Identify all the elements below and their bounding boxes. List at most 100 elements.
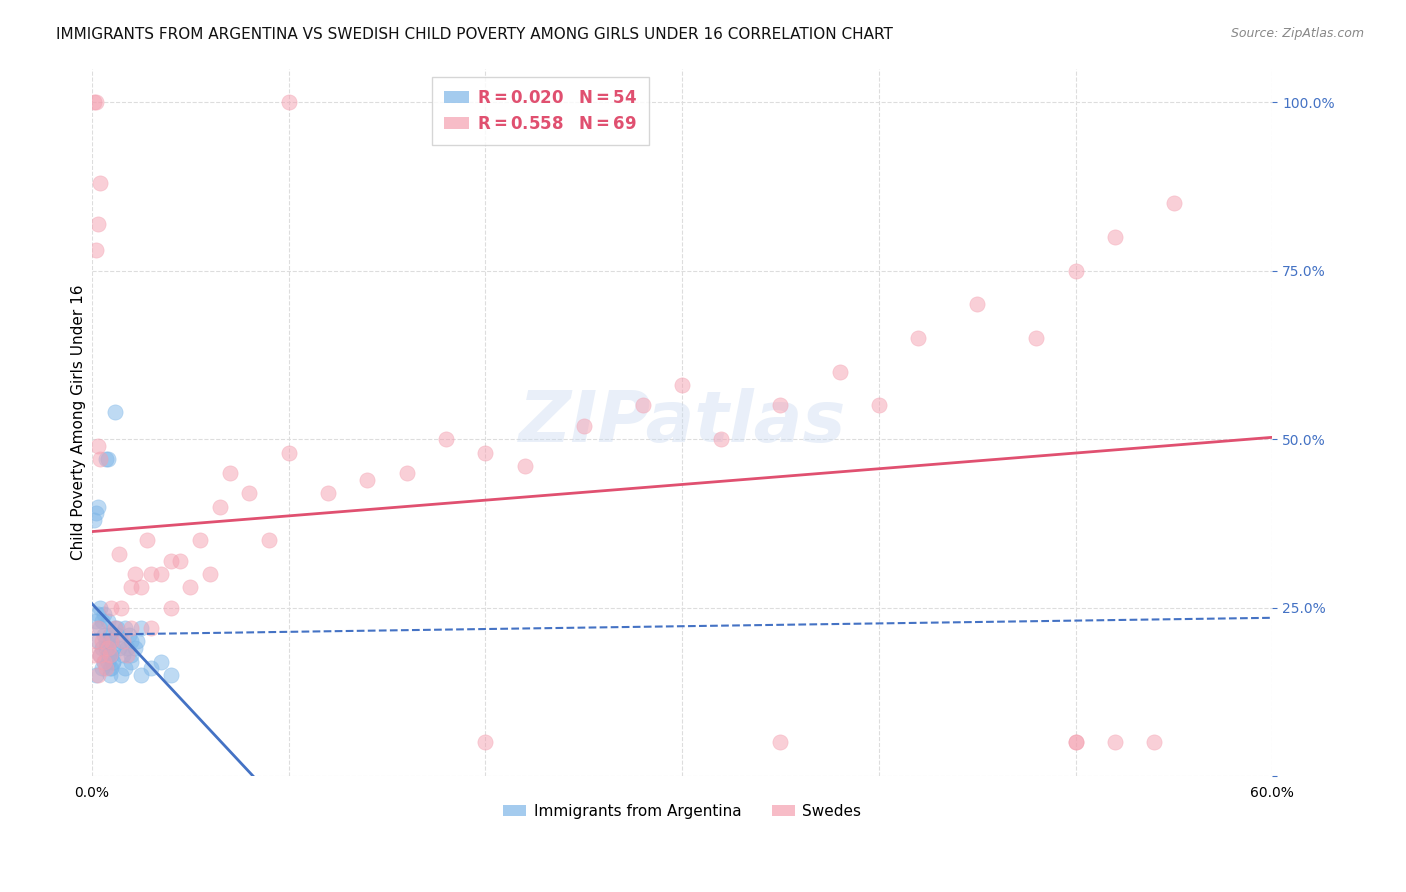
- Point: [86, 607, 108, 622]
- Y-axis label: Child Poverty Among Girls Under 16: Child Poverty Among Girls Under 16: [72, 285, 86, 560]
- Point: [907, 331, 929, 345]
- Point: [135, 533, 157, 548]
- Point: [114, 661, 136, 675]
- Point: [120, 634, 142, 648]
- Point: [93, 655, 115, 669]
- Point: [100, 661, 122, 675]
- Point: [96, 641, 118, 656]
- Point: [671, 378, 693, 392]
- Point: [710, 432, 733, 446]
- Point: [84, 634, 107, 648]
- Point: [104, 621, 127, 635]
- Point: [129, 581, 152, 595]
- Point: [218, 466, 240, 480]
- Legend: Immigrants from Argentina, Swedes: Immigrants from Argentina, Swedes: [496, 798, 868, 825]
- Point: [89, 452, 111, 467]
- Point: [120, 655, 142, 669]
- Point: [1064, 735, 1087, 749]
- Point: [103, 655, 125, 669]
- Point: [1025, 331, 1047, 345]
- Point: [100, 600, 122, 615]
- Point: [103, 641, 125, 656]
- Point: [90, 641, 112, 656]
- Point: [159, 668, 181, 682]
- Point: [89, 600, 111, 615]
- Point: [125, 634, 148, 648]
- Point: [316, 486, 339, 500]
- Point: [86, 500, 108, 514]
- Point: [238, 486, 260, 500]
- Point: [98, 627, 121, 641]
- Point: [83, 648, 105, 662]
- Point: [110, 600, 132, 615]
- Point: [129, 621, 152, 635]
- Point: [89, 648, 111, 662]
- Point: [84, 506, 107, 520]
- Point: [90, 634, 112, 648]
- Point: [112, 634, 135, 648]
- Point: [277, 445, 299, 459]
- Point: [98, 648, 121, 662]
- Point: [513, 459, 536, 474]
- Point: [84, 668, 107, 682]
- Point: [124, 641, 146, 656]
- Point: [108, 641, 131, 656]
- Point: [100, 648, 122, 662]
- Point: [277, 95, 299, 110]
- Point: [769, 735, 792, 749]
- Point: [257, 533, 280, 548]
- Point: [356, 473, 378, 487]
- Point: [139, 566, 162, 581]
- Point: [139, 621, 162, 635]
- Point: [93, 607, 115, 622]
- Point: [90, 661, 112, 675]
- Point: [86, 668, 108, 682]
- Point: [86, 634, 108, 648]
- Point: [108, 547, 131, 561]
- Point: [104, 405, 127, 419]
- Text: ZIPatlas: ZIPatlas: [519, 388, 846, 457]
- Point: [120, 648, 142, 662]
- Point: [94, 641, 117, 656]
- Point: [94, 452, 117, 467]
- Point: [90, 614, 112, 628]
- Text: Source: ZipAtlas.com: Source: ZipAtlas.com: [1230, 27, 1364, 40]
- Point: [93, 655, 115, 669]
- Point: [1064, 263, 1087, 277]
- Point: [149, 655, 172, 669]
- Point: [110, 668, 132, 682]
- Point: [966, 297, 988, 311]
- Point: [104, 621, 127, 635]
- Point: [103, 655, 125, 669]
- Point: [98, 661, 121, 675]
- Point: [84, 244, 107, 258]
- Point: [96, 452, 118, 467]
- Point: [159, 600, 181, 615]
- Point: [105, 621, 128, 635]
- Point: [89, 621, 111, 635]
- Point: [149, 566, 172, 581]
- Point: [129, 668, 152, 682]
- Point: [1143, 735, 1166, 749]
- Point: [86, 439, 108, 453]
- Point: [96, 655, 118, 669]
- Point: [120, 621, 142, 635]
- Point: [94, 661, 117, 675]
- Point: [1104, 735, 1126, 749]
- Point: [474, 445, 496, 459]
- Point: [100, 634, 122, 648]
- Point: [84, 614, 107, 628]
- Point: [93, 627, 115, 641]
- Point: [89, 176, 111, 190]
- Point: [159, 553, 181, 567]
- Point: [434, 432, 457, 446]
- Point: [1104, 230, 1126, 244]
- Point: [114, 621, 136, 635]
- Point: [83, 513, 105, 527]
- Point: [868, 399, 890, 413]
- Point: [120, 581, 142, 595]
- Point: [395, 466, 418, 480]
- Point: [86, 217, 108, 231]
- Point: [1064, 735, 1087, 749]
- Point: [100, 634, 122, 648]
